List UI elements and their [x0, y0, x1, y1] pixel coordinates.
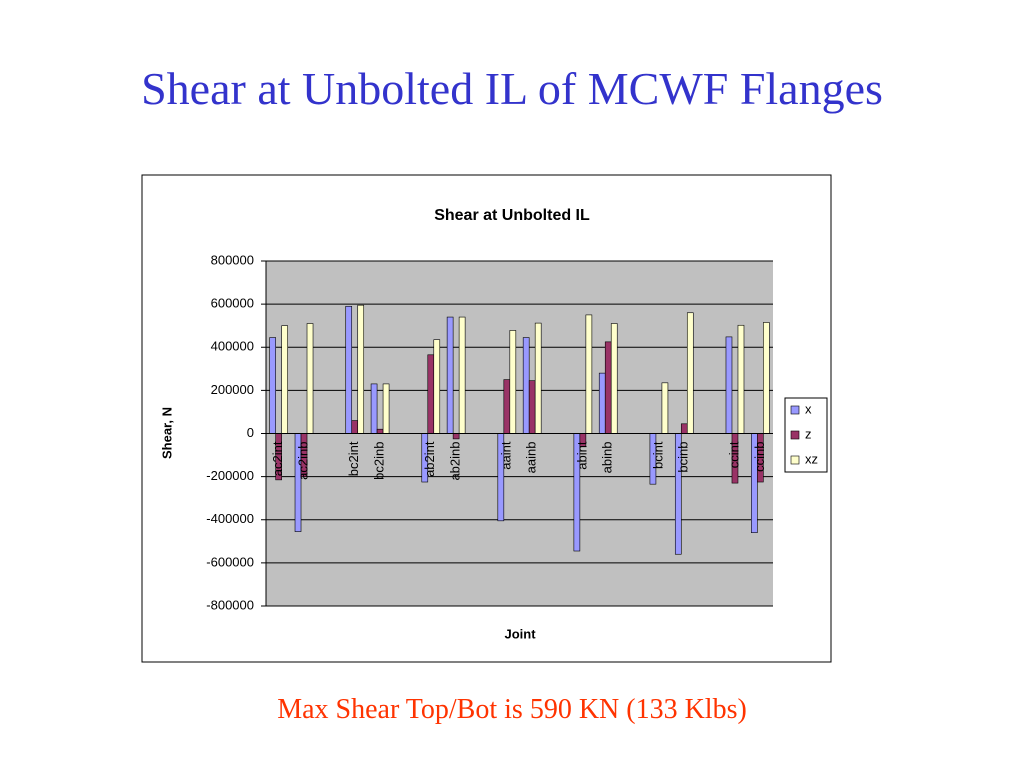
bar: [763, 322, 770, 434]
bar: [345, 305, 353, 434]
y-axis-label: Shear, N: [159, 407, 174, 459]
legend-swatch: [790, 455, 800, 465]
legend-label: xz: [805, 451, 818, 466]
bar: [661, 382, 669, 434]
bar: [427, 354, 435, 434]
bar: [357, 304, 365, 434]
y-tick-label: -200000: [206, 468, 254, 483]
x-tick-label: aainb: [524, 442, 539, 474]
x-tick-label: abinb: [600, 442, 615, 474]
footer-note: Max Shear Top/Bot is 590 KN (133 Klbs): [277, 694, 747, 725]
bar: [269, 337, 276, 434]
bar: [528, 380, 536, 434]
legend-label: x: [805, 401, 812, 416]
y-tick-label: 600000: [211, 296, 254, 311]
legend-swatch: [790, 430, 800, 440]
bar: [737, 324, 745, 434]
x-tick-label: bcinb: [676, 442, 691, 473]
bar: [686, 312, 694, 434]
x-tick-label: abint: [574, 441, 589, 470]
slide-title: Shear at Unbolted IL of MCWF Flanges: [141, 63, 883, 114]
legend-swatch: [790, 405, 800, 415]
bar: [370, 383, 378, 434]
bar: [376, 428, 384, 434]
chart-title: Shear at Unbolted IL: [434, 207, 590, 224]
y-tick-label: 0: [247, 425, 254, 440]
y-tick-label: -400000: [206, 511, 254, 526]
bar: [351, 420, 359, 434]
bar: [725, 336, 733, 434]
x-tick-label: aaint: [498, 441, 513, 470]
x-tick-label: bcint: [650, 441, 665, 469]
x-tick-label: ccint: [726, 441, 741, 468]
bar: [452, 433, 460, 440]
bar: [604, 341, 612, 434]
x-tick-label: bc2int: [346, 441, 361, 476]
bar: [458, 316, 466, 434]
y-tick-label: 400000: [211, 339, 254, 354]
bar: [503, 379, 511, 434]
y-tick-label: 800000: [211, 252, 254, 267]
x-tick-label: bc2inb: [372, 442, 387, 480]
bar: [534, 322, 542, 434]
bar: [585, 314, 593, 434]
bar: [433, 339, 441, 434]
bar: [522, 337, 530, 434]
bar: [598, 372, 606, 434]
y-tick-label: -800000: [206, 597, 254, 612]
y-tick-label: -600000: [206, 554, 254, 569]
y-tick-label: 200000: [211, 382, 254, 397]
bar: [680, 423, 688, 434]
bar: [509, 330, 517, 434]
x-tick-label: ccinb: [752, 442, 767, 472]
x-tick-label: ab2inb: [448, 442, 463, 481]
x-tick-label: ac2inb: [295, 442, 310, 480]
x-tick-label: ab2int: [422, 441, 437, 477]
bar: [306, 323, 314, 434]
bar: [446, 316, 454, 434]
bar: [610, 323, 618, 434]
x-tick-label: ac2int: [270, 441, 285, 476]
x-axis-label: Joint: [504, 626, 536, 641]
bar: [281, 325, 288, 434]
legend-label: z: [805, 426, 812, 441]
bar: [382, 383, 390, 434]
